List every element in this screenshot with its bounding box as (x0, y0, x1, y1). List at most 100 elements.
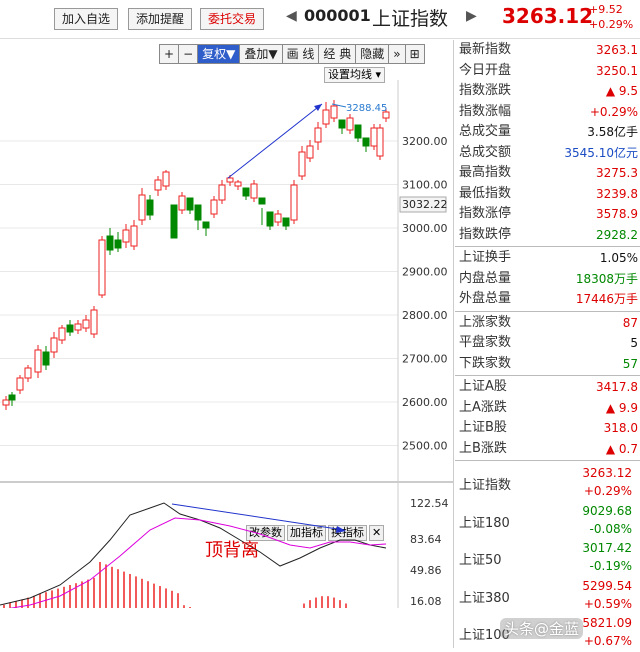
index-row[interactable]: 上证指数 3263.12 +0.29% (455, 464, 640, 502)
price-grid (0, 140, 398, 446)
candle-up (234, 181, 242, 187)
draw-line-button[interactable]: 画 线 (281, 44, 320, 64)
macd-tick-label: 49.86 (410, 564, 442, 577)
candle-up (226, 177, 234, 183)
index-value: 5299.54 (582, 578, 632, 593)
candle-down (106, 235, 114, 251)
info-row: 平盘家数 5 (455, 333, 640, 353)
index-row[interactable]: 上证380 5299.54 +0.59% (455, 577, 640, 615)
candle-up (58, 327, 66, 341)
info-panel: 最新指数 3263.1 今日开盘 3250.1 指数涨跌 ▲ 9.5 指数涨幅 +0.29% 总… (455, 40, 640, 648)
info-value: 3578.9 (596, 207, 638, 221)
next-stock-icon[interactable]: ▶ (466, 8, 477, 24)
info-value: ▲ 9.9 (605, 400, 638, 415)
divider (455, 375, 640, 376)
candle-down (114, 239, 122, 249)
info-label: 上证换手 (459, 250, 512, 265)
candle-up (382, 111, 390, 119)
layout-icon[interactable]: ⊞ (404, 44, 425, 64)
index-name: 上证180 (459, 515, 510, 531)
info-row: 外盘总量 17446万手 (455, 289, 640, 309)
info-label: 外盘总量 (459, 291, 512, 306)
candle-up (298, 151, 306, 177)
info-label: 上A涨跌 (459, 399, 507, 415)
macd-tick-label: 16.08 (410, 595, 442, 608)
kline-chart[interactable]: 3200.00 3100.00 3000.00 2900.00 2800.00 2700.… (0, 0, 453, 608)
info-label: 下跌家数 (459, 355, 512, 371)
index-pct: +0.59% (583, 596, 632, 611)
info-row: 下跌家数 57 (455, 354, 640, 374)
info-label: 上证A股 (459, 379, 507, 394)
candle-down (362, 137, 370, 147)
price-tick-label: 2800.00 (402, 309, 448, 322)
close-indicator-icon[interactable]: ✕ (369, 525, 385, 541)
chart-area[interactable]: + − 复权▼ 叠加▼ 画 线 经 典 隐藏 » ⊞ 设置均线 ▾ 改参数 加指… (0, 40, 454, 648)
hide-button[interactable]: 隐藏 (355, 44, 390, 64)
price-tick-label: 2700.00 (402, 353, 448, 366)
trade-button[interactable]: 委托交易 (200, 8, 264, 30)
info-label: 上B涨跌 (459, 440, 507, 456)
info-row: 上证B股 318.0 (455, 418, 640, 438)
candle-down (354, 124, 362, 139)
info-label: 上涨家数 (459, 314, 512, 330)
index-row[interactable]: 上证100 5821.09 +0.67% (455, 614, 640, 652)
candle-up (16, 377, 24, 391)
classic-button[interactable]: 经 典 (318, 44, 357, 64)
price-tick-label: 2600.00 (402, 396, 448, 409)
info-value: 3239.8 (596, 186, 638, 201)
info-label: 上证B股 (459, 420, 507, 435)
info-label: 今日开盘 (459, 62, 512, 78)
candle-down (338, 119, 346, 129)
info-label: 指数涨跌 (459, 83, 512, 98)
candle-up (138, 194, 146, 221)
info-row: 总成交量 3.58亿手 (455, 122, 640, 142)
info-label: 最高指数 (459, 165, 512, 180)
index-value: 3017.42 (582, 541, 632, 555)
trend-arrow-icon (314, 104, 322, 111)
macd-dif-line (0, 502, 387, 606)
info-row: 指数涨跌 ▲ 9.5 (455, 81, 640, 101)
info-value: 3.58亿手 (587, 125, 638, 139)
candle-up (314, 127, 322, 143)
candle-up (218, 184, 226, 201)
price-tick-label: 3200.00 (402, 135, 448, 148)
trend-line (227, 103, 323, 179)
price-tick-label: 3100.00 (402, 179, 448, 192)
candle-up (162, 171, 170, 187)
peak-label: 3288.45 (346, 103, 387, 114)
index-row[interactable]: 上证50 3017.42 -0.19% (455, 539, 640, 577)
candle-up (90, 309, 98, 335)
candle-down (170, 204, 178, 239)
divergence-label: 顶背离 (205, 540, 259, 561)
add-watchlist-button[interactable]: 加入自选 (54, 8, 118, 30)
ma-setting-dropdown[interactable]: 设置均线 ▾ (324, 67, 386, 83)
macd-tick-label: 83.64 (410, 533, 442, 546)
info-row: 上证A股 3417.8 (455, 377, 640, 397)
macd-dea-line (8, 517, 387, 608)
index-name: 上证380 (459, 590, 510, 606)
divider (455, 246, 640, 247)
add-alert-button[interactable]: 添加提醒 (128, 8, 192, 30)
add-indicator-button[interactable]: 加指标 (287, 525, 326, 541)
candle-down (242, 187, 250, 197)
adjust-button[interactable]: 复权▼ (197, 44, 241, 64)
info-row: 最新指数 3263.1 (455, 40, 640, 60)
info-value: 3250.1 (596, 63, 638, 78)
candle-up (50, 337, 58, 353)
candle-up (370, 127, 378, 147)
index-pct: +0.29% (583, 484, 632, 498)
candle-down (146, 199, 154, 216)
stock-name: 上证指数 (372, 8, 449, 30)
overlay-button[interactable]: 叠加▼ (239, 44, 283, 64)
candle-up (98, 239, 106, 296)
candle-down (42, 351, 50, 366)
stock-price: 3263.12 (502, 4, 594, 28)
current-price-marker-label: 3032.22 (402, 198, 448, 211)
info-value: 5 (630, 336, 638, 350)
index-row[interactable]: 上证180 9029.68 -0.08% (455, 502, 640, 540)
candle-up (210, 199, 218, 215)
prev-stock-icon[interactable]: ◀ (286, 8, 297, 24)
edit-params-button[interactable]: 改参数 (246, 525, 285, 541)
info-row: 内盘总量 18308万手 (455, 269, 640, 289)
index-value: 9029.68 (582, 503, 632, 518)
